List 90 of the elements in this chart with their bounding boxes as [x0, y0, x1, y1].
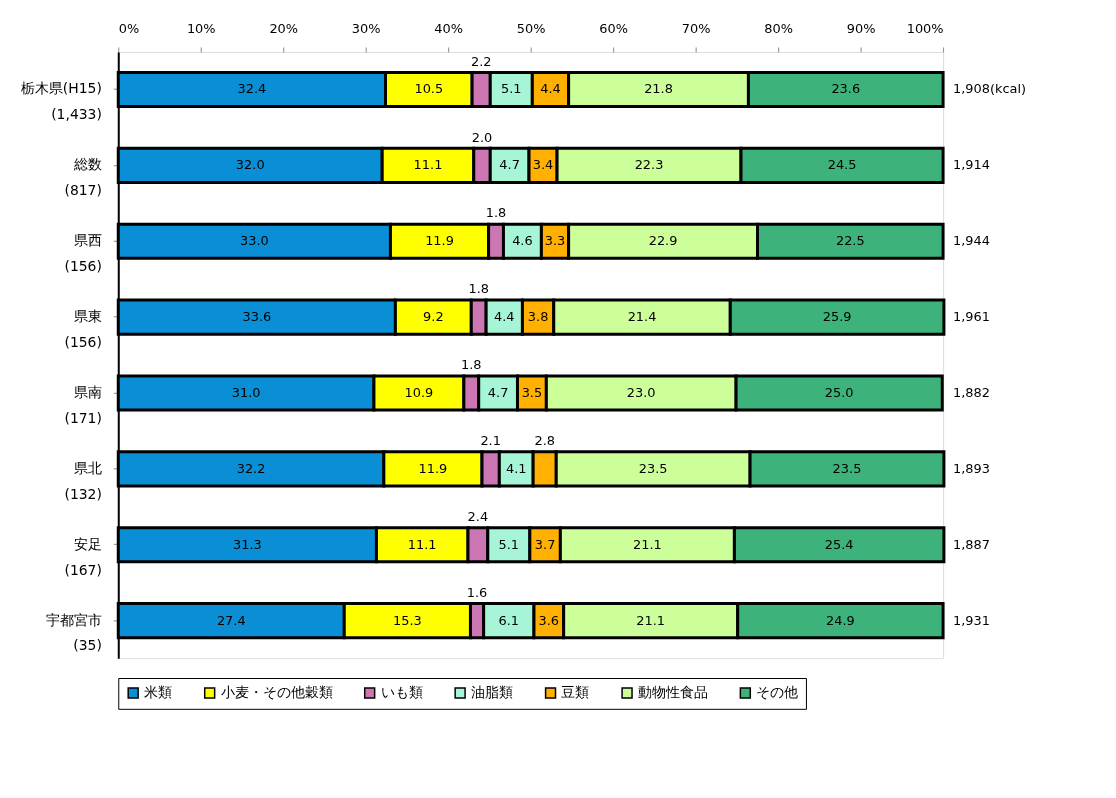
data-label: 21.4	[627, 309, 657, 325]
legend-label: 豆類	[561, 683, 590, 700]
data-label: 22.3	[634, 157, 664, 173]
data-label: 1.8	[468, 281, 489, 297]
legend-label: 油脂類	[471, 683, 514, 700]
data-label: 11.9	[425, 233, 454, 249]
data-label: 2.8	[534, 432, 555, 448]
data-label: 1.8	[461, 357, 482, 373]
x-tick-label: 50%	[516, 20, 546, 36]
x-tick-label: 70%	[681, 20, 711, 36]
x-tick-label: 20%	[269, 20, 299, 36]
data-label: 1.8	[485, 205, 507, 221]
text: 1,887	[953, 536, 990, 552]
data-label: 4.4	[494, 309, 515, 325]
text: 1,908(kcal)	[953, 81, 1027, 97]
text: 1,944	[953, 233, 990, 249]
x-tick-label: 100%	[906, 20, 944, 36]
data-label: 22.9	[648, 233, 678, 249]
data-label: 32.2	[236, 460, 266, 476]
legend-label: いも類	[380, 683, 423, 700]
data-label: 5.1	[501, 81, 522, 97]
text: 1,914	[953, 157, 990, 173]
y-tick-label: 県南 (171)	[64, 383, 102, 426]
data-label: 25.4	[824, 536, 854, 552]
data-label: 3.8	[527, 309, 549, 325]
data-label: 3.5	[521, 384, 543, 400]
legend-label: 小麦・その他穀類	[220, 683, 333, 700]
text: 1,961	[953, 309, 990, 325]
text: 1,931	[953, 612, 990, 628]
y-tick-label: 栃木県(H15) (1,433)	[20, 80, 102, 123]
data-label: 1.6	[466, 584, 488, 600]
data-label: 2.1	[480, 432, 501, 448]
data-label: 33.0	[239, 233, 269, 249]
y-tick-label: 県北 (132)	[64, 459, 102, 502]
data-label: 6.1	[498, 612, 520, 628]
data-label: 33.6	[242, 309, 272, 325]
x-tick-label: 0%	[118, 20, 140, 36]
data-label: 25.0	[824, 384, 854, 400]
data-label: 15.3	[392, 612, 422, 628]
data-label: 10.5	[414, 81, 444, 97]
data-label: 2.2	[470, 53, 492, 69]
x-tick-label: 40%	[434, 20, 464, 36]
data-label: 23.6	[831, 81, 861, 97]
legend-label: 米類	[144, 683, 173, 700]
data-label: 4.4	[540, 81, 561, 97]
data-label: 4.6	[512, 233, 533, 249]
data-label: 21.1	[636, 612, 666, 628]
data-label: 3.7	[534, 536, 556, 552]
y-tick-label: 県東 (156)	[64, 308, 102, 350]
data-label: 21.1	[633, 536, 662, 552]
data-label: 10.9	[404, 384, 434, 400]
data-label: 21.8	[644, 81, 673, 97]
data-label: 25.9	[822, 309, 852, 325]
data-label: 4.7	[487, 384, 509, 400]
text: 1,882	[953, 384, 990, 400]
data-label: 9.2	[423, 309, 444, 325]
data-label: 4.1	[505, 460, 527, 476]
data-label: 3.4	[532, 157, 554, 173]
data-label: 23.5	[638, 460, 668, 476]
x-tick-label: 30%	[351, 20, 381, 36]
x-tick-label: 80%	[764, 20, 793, 36]
legend-label: 動物性食品	[638, 683, 708, 700]
data-label: 31.3	[232, 536, 262, 552]
data-label: 11.9	[418, 460, 448, 476]
data-label: 11.1	[413, 157, 443, 173]
data-label: 24.5	[827, 157, 857, 173]
data-label: 3.6	[538, 612, 560, 628]
data-label: 2.4	[467, 508, 489, 524]
data-label: 2.0	[471, 129, 493, 145]
y-tick-label: 宇都宮市 (35)	[45, 611, 102, 654]
y-tick-label: 安足 (167)	[64, 535, 102, 578]
data-label: 22.5	[835, 233, 865, 249]
text: 1,893	[953, 460, 990, 476]
x-tick-label: 10%	[186, 20, 216, 36]
y-tick-label: 総数 (817)	[64, 156, 102, 199]
y-tick-label: 県西 (156)	[64, 232, 102, 275]
data-label: 23.5	[832, 460, 862, 476]
x-tick-label: 90%	[846, 20, 876, 36]
data-label: 24.9	[826, 612, 855, 628]
data-label: 23.0	[626, 384, 656, 400]
data-label: 11.1	[407, 536, 437, 552]
data-label: 32.0	[235, 157, 265, 173]
data-label: 31.0	[231, 384, 261, 400]
data-label: 32.4	[237, 81, 267, 97]
data-label: 3.3	[544, 233, 566, 249]
data-label: 4.7	[499, 157, 520, 173]
data-label: 27.4	[216, 612, 246, 628]
data-label: 5.1	[498, 536, 520, 552]
x-tick-label: 60%	[599, 20, 628, 36]
legend-label: その他	[756, 683, 799, 700]
